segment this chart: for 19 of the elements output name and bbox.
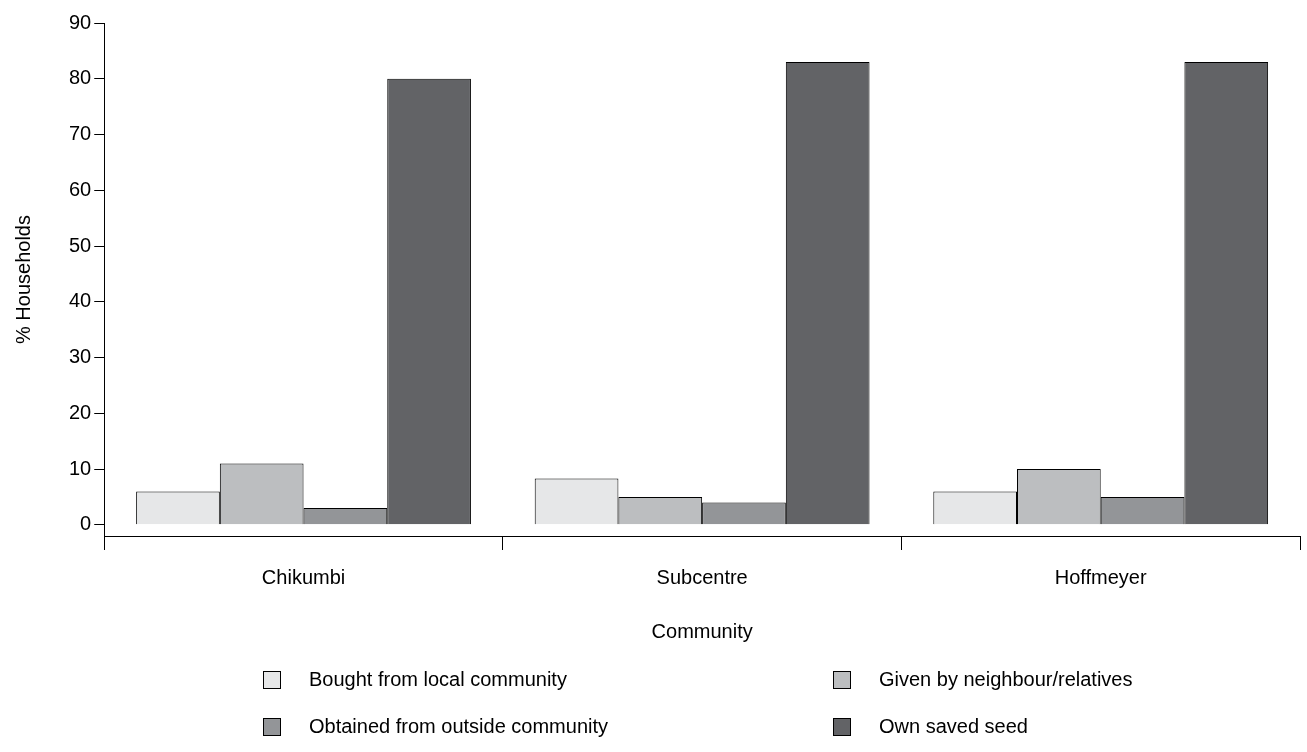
y-tick-label: 0 bbox=[80, 512, 92, 535]
x-axis-title: Community bbox=[651, 619, 753, 642]
y-tick-label: 60 bbox=[69, 177, 92, 200]
y-tick-label: 10 bbox=[69, 456, 92, 479]
legend-label: Given by neighbour/relatives bbox=[879, 668, 1133, 691]
legend-label: Bought from local community bbox=[309, 668, 567, 691]
y-tick-label: 40 bbox=[69, 289, 92, 312]
y-tick-label: 80 bbox=[69, 66, 92, 89]
y-tick-label: 30 bbox=[69, 345, 92, 368]
x-tick-label: Subcentre bbox=[656, 565, 748, 588]
y-tick-label: 20 bbox=[69, 400, 92, 423]
y-tick-label: 70 bbox=[69, 122, 92, 145]
x-tick-label: Hoffmeyer bbox=[1054, 565, 1147, 588]
y-tick-label: 90 bbox=[69, 10, 92, 33]
x-tick-label: Chikumbi bbox=[261, 565, 346, 588]
legend-label: Obtained from outside community bbox=[309, 715, 609, 738]
y-tick-label: 50 bbox=[69, 233, 92, 256]
y-axis-title: % Households bbox=[11, 215, 34, 344]
legend-label: Own saved seed bbox=[879, 715, 1028, 738]
